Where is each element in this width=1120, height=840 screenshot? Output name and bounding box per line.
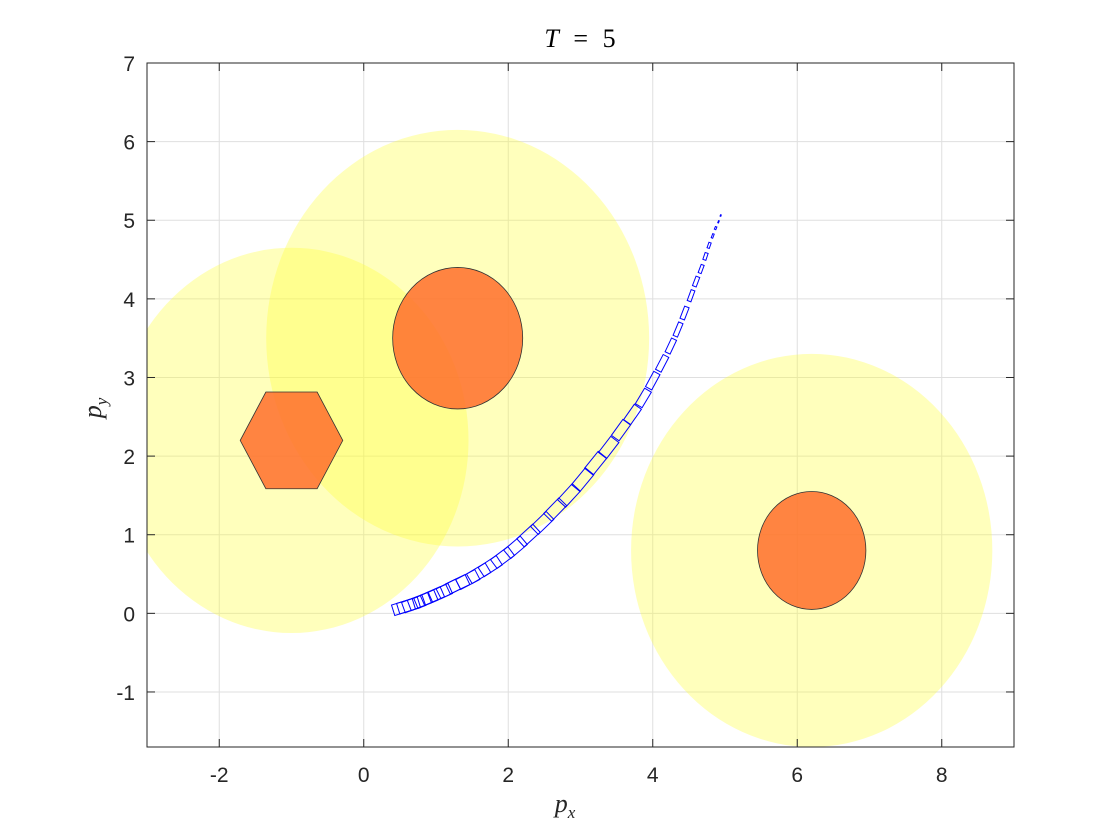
y-axis-label-sub: y bbox=[92, 397, 111, 407]
trajectory-box bbox=[702, 251, 709, 261]
trajectory-box bbox=[691, 275, 701, 288]
trajectory-box bbox=[529, 510, 555, 536]
y-tick-label: 5 bbox=[123, 210, 135, 233]
trajectory-box bbox=[570, 467, 595, 493]
trajectory-box bbox=[556, 483, 582, 508]
y-tick-label: -1 bbox=[116, 682, 135, 705]
trajectory bbox=[390, 214, 722, 617]
y-axis-label-base: p bbox=[78, 405, 107, 420]
trajectory-box bbox=[697, 263, 705, 275]
x-tick-label: 8 bbox=[936, 764, 948, 787]
x-ticks: -2 0 2 4 6 8 bbox=[210, 63, 948, 787]
title-variable: T bbox=[544, 24, 560, 53]
trajectory-box bbox=[713, 225, 718, 231]
y-tick-label: 1 bbox=[123, 525, 135, 548]
y-ticks: -1 0 1 2 3 4 5 6 7 bbox=[116, 53, 1014, 705]
title-operator: = bbox=[573, 24, 588, 53]
x-axis-label-sub: x bbox=[567, 803, 576, 822]
trajectory-box bbox=[583, 450, 608, 476]
x-tick-label: 0 bbox=[358, 764, 370, 787]
plot-frame bbox=[146, 62, 1015, 748]
trajectory-box bbox=[654, 353, 670, 373]
trajectory-box bbox=[672, 321, 684, 338]
trajectory-box bbox=[465, 562, 492, 585]
x-axis-label: px bbox=[553, 789, 576, 822]
trajectory-box bbox=[597, 435, 620, 460]
y-tick-label: 0 bbox=[123, 603, 135, 626]
x-tick-label: 6 bbox=[791, 764, 803, 787]
title-value: 5 bbox=[603, 24, 616, 53]
trajectory-box bbox=[717, 220, 720, 224]
y-tick-label: 6 bbox=[123, 132, 135, 155]
trajectory-box bbox=[543, 497, 568, 522]
y-tick-label: 4 bbox=[123, 289, 135, 312]
trajectory-box bbox=[634, 387, 653, 409]
trajectory-box bbox=[686, 288, 696, 303]
x-tick-label: -2 bbox=[210, 764, 229, 787]
trajectory-box bbox=[719, 214, 722, 217]
y-tick-label: 2 bbox=[123, 446, 135, 469]
trajectory-box bbox=[516, 523, 541, 548]
obstacle-ellipse bbox=[757, 491, 867, 610]
trajectory-box bbox=[664, 337, 678, 355]
trajectory-box bbox=[502, 535, 529, 560]
x-tick-label: 2 bbox=[502, 764, 514, 787]
trajectory-box bbox=[454, 568, 481, 591]
x-tick-label: 4 bbox=[647, 764, 659, 787]
obstacles bbox=[239, 267, 867, 610]
chart-title: T = 5 bbox=[544, 24, 615, 53]
obstacle-ellipse bbox=[392, 267, 524, 410]
trajectory-box bbox=[477, 554, 503, 578]
y-axis-label: py bbox=[78, 397, 111, 420]
trajectory-box bbox=[710, 233, 715, 239]
trajectory-box bbox=[679, 305, 690, 321]
y-tick-label: 7 bbox=[123, 53, 135, 76]
trajectory-box bbox=[489, 545, 516, 570]
obstacle-hexagon bbox=[239, 391, 344, 490]
trajectory-box bbox=[706, 241, 712, 250]
y-tick-label: 3 bbox=[123, 367, 135, 390]
x-axis-label-base: p bbox=[553, 789, 568, 818]
trajectory-box bbox=[622, 403, 643, 426]
trajectory-box bbox=[644, 370, 661, 391]
